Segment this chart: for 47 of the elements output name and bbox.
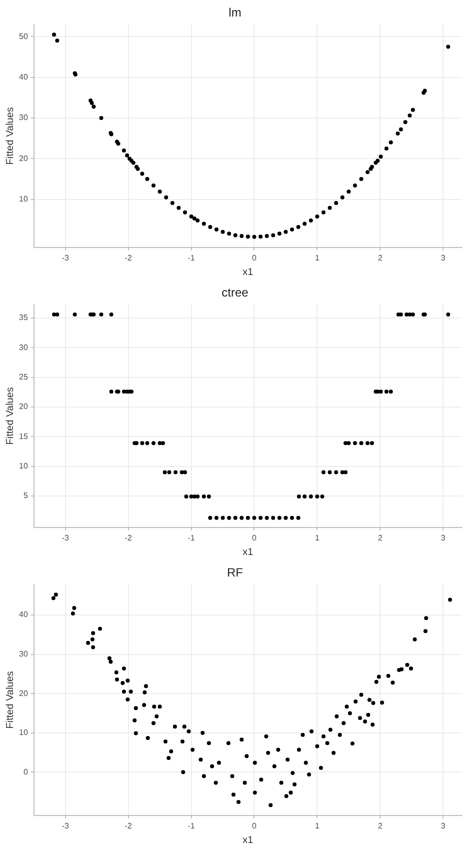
x-tick-label: 1	[314, 253, 320, 262]
y-tick-label: 0	[23, 767, 28, 776]
x-tick-label: -1	[188, 253, 196, 262]
x-tick-label: -2	[124, 821, 132, 830]
y-tick-label: 10	[18, 462, 28, 471]
x-tick-label: -1	[188, 821, 196, 830]
x-tick-label: 1	[314, 821, 320, 830]
y-tick-label: 50	[18, 32, 28, 41]
x-tick-label: -2	[124, 533, 132, 542]
x-tick-label: 2	[378, 533, 383, 542]
y-tick-label: 30	[18, 113, 28, 122]
x-axis-title: x1	[242, 834, 254, 846]
y-tick-label: 10	[18, 194, 28, 204]
x-tick-label: -3	[62, 821, 70, 830]
x-tick-label: 3	[440, 253, 446, 262]
x-tick-label: -3	[62, 253, 70, 262]
x-tick-label: 0	[252, 533, 258, 542]
y-tick-label: 25	[18, 372, 28, 382]
y-tick-label: 20	[18, 688, 28, 698]
y-tick-label: 35	[18, 313, 28, 322]
y-tick-label: 20	[18, 154, 28, 163]
x-tick-label: 0	[252, 821, 258, 830]
chart-title: ctree	[222, 286, 249, 300]
y-tick-label: 15	[18, 432, 28, 441]
y-tick-label: 30	[18, 650, 28, 659]
y-tick-label: 30	[18, 342, 28, 352]
y-tick-label: 20	[18, 402, 28, 412]
chart-title: lm	[228, 6, 242, 20]
x-tick-label: -2	[124, 253, 132, 262]
x-tick-label: 3	[440, 821, 446, 830]
y-tick-label: 40	[18, 610, 28, 620]
x-tick-label: 2	[378, 253, 383, 262]
x-tick-label: 2	[378, 821, 383, 830]
x-axis-title: x1	[242, 546, 254, 558]
x-tick-label: -1	[188, 533, 196, 542]
x-tick-label: 3	[440, 533, 446, 542]
chart-title: RF	[227, 566, 243, 580]
y-tick-label: 5	[23, 491, 28, 500]
y-tick-label: 40	[18, 72, 28, 82]
x-tick-label: 0	[252, 253, 258, 262]
x-tick-label: 1	[314, 533, 320, 542]
x-axis-title: x1	[242, 266, 254, 278]
y-axis-title: Fitted Values	[4, 107, 16, 165]
y-tick-label: 10	[18, 728, 28, 738]
y-axis-title: Fitted Values	[4, 387, 16, 445]
y-axis-title: Fitted Values	[4, 671, 16, 729]
x-tick-label: -3	[62, 533, 70, 542]
